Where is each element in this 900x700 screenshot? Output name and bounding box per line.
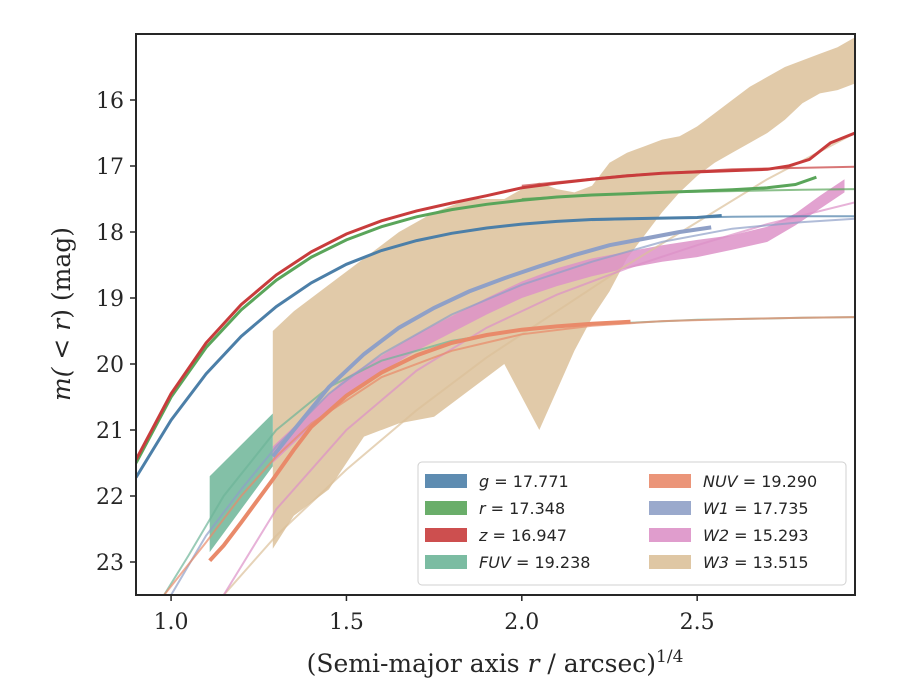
y-tick-label: 17	[96, 155, 124, 180]
y-tick-label: 23	[96, 551, 124, 576]
band-w2	[272, 179, 845, 463]
y-axis-title: m( < r) (mag)	[47, 227, 76, 401]
legend-swatch-z	[425, 528, 467, 542]
x-tick-label: 2.5	[680, 610, 715, 635]
legend-swatch-w3	[649, 555, 691, 569]
y-tick-label: 21	[96, 419, 124, 444]
plot-area	[136, 37, 855, 595]
legend-swatch-nuv	[649, 474, 691, 488]
profile-line-nuv	[208, 319, 631, 563]
legend-label-w2: W2 = 15.293	[703, 526, 809, 545]
model-line-nuv	[163, 316, 855, 595]
x-axis-title: (Semi-major axis r / arcsec)1/4	[307, 647, 684, 678]
profile-line-w1	[271, 225, 712, 458]
y-tick-label: 19	[96, 287, 124, 312]
profile-line-z	[136, 131, 855, 461]
y-tick-label: 20	[96, 353, 124, 378]
x-tick-label: 1.5	[329, 610, 364, 635]
legend-frame	[417, 461, 847, 586]
legend-swatch-g	[425, 474, 467, 488]
legend-swatch-r	[425, 501, 467, 515]
plot-frame	[135, 33, 856, 596]
model-line-w1	[170, 217, 855, 595]
legend-label-z: z = 16.947	[478, 526, 567, 545]
y-tick-label: 18	[96, 221, 124, 246]
legend-swatch-w2	[649, 528, 691, 542]
legend-swatch-w1	[649, 501, 691, 515]
x-axis: 1.0 1.5 2.0 2.5	[154, 595, 715, 635]
x-tick-label: 1.0	[154, 610, 189, 635]
legend-swatch-fuv	[425, 555, 467, 569]
legend-label-g: g = 17.771	[479, 472, 569, 491]
legend-label-w3: W3 = 13.515	[703, 553, 809, 572]
y-axis: 16 17 18 19 20 21 22 23	[96, 89, 136, 576]
legend-label-nuv: NUV = 19.290	[703, 472, 817, 491]
x-tick-label: 2.0	[504, 610, 539, 635]
legend-label-fuv: FUV = 19.238	[479, 553, 590, 572]
legend-label-w1: W1 = 17.735	[703, 499, 809, 518]
y-tick-label: 22	[96, 485, 124, 510]
legend-label-r: r = 17.348	[479, 499, 565, 518]
profile-line-g	[136, 214, 722, 479]
y-tick-label: 16	[96, 89, 124, 114]
model-line-w2	[222, 201, 855, 595]
legend: g = 17.771 NUV = 19.290 r = 17.348 W1 = 17.…	[417, 461, 847, 586]
profile-line-r	[136, 175, 817, 464]
